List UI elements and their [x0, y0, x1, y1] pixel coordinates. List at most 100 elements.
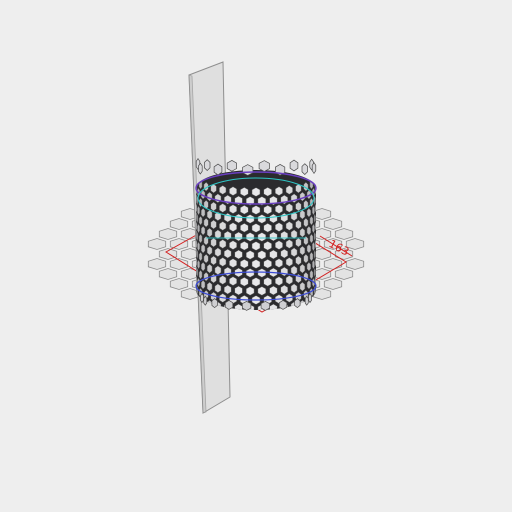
cylinder-hex-cell: [280, 266, 289, 277]
cylinder-hex-cell: [313, 249, 316, 260]
cylinder-hex-cell: [306, 243, 312, 254]
base-hex-cell: [169, 278, 189, 290]
bottom-fringe-cell: [200, 292, 204, 304]
cylinder-hex-cell: [257, 250, 267, 260]
cylinder-hex-cell: [240, 205, 249, 215]
cylinder-hex-cell: [290, 247, 298, 257]
cylinder-hex-cell: [257, 268, 267, 278]
cylinder-hex-cell: [245, 196, 255, 206]
base-hex-cell: [169, 258, 189, 270]
cylinder-hex-cell: [299, 299, 306, 310]
cylinder-hex-cell: [309, 215, 314, 226]
cylinder-hex-cell: [196, 249, 199, 260]
cylinder-hex-cell: [240, 187, 249, 197]
cylinder-hex-cell: [240, 259, 249, 269]
cylinder-hex-cell: [299, 263, 306, 274]
cylinder-hex-cell: [280, 230, 289, 241]
cylinder-hex-cell: [198, 215, 203, 226]
cylinder-hex-cell: [280, 248, 289, 259]
cylinder-hex-cell: [210, 201, 217, 212]
cylinder-hex-cell: [206, 191, 213, 202]
cylinder-hex-cell: [306, 207, 312, 218]
top-rim: [195, 171, 317, 205]
bottom-fringe-cell: [260, 301, 270, 311]
cylinder-hex-cell: [197, 241, 200, 252]
top-fringe-cell: [242, 164, 254, 176]
cylinder-hex-cell: [251, 241, 261, 251]
honeycomb-cylinder[interactable]: [192, 157, 322, 314]
cylinder-hex-cell: [295, 183, 302, 194]
cylinder-hex-cell: [290, 229, 298, 239]
cylinder-hex-cell: [210, 219, 217, 230]
cylinder-hex-cell: [257, 196, 267, 206]
cylinder-hex-cell: [312, 259, 315, 270]
cylinder-hex-cell: [206, 245, 213, 256]
bottom-fringe-cell: [242, 301, 252, 311]
cylinder-hex-cell: [275, 240, 283, 250]
bottom-rim: [195, 271, 317, 301]
cylinder-hex-cell: [203, 271, 209, 282]
cylinder-hex-cell: [314, 257, 316, 268]
base-hex-cell: [147, 258, 167, 270]
cylinder-hex-cell: [299, 227, 306, 238]
cylinder-hex-cell: [245, 286, 255, 296]
cylinder-hex-cell: [210, 183, 217, 194]
base-hex-cell: [345, 258, 365, 270]
cylinder-hex-cell: [219, 185, 227, 195]
cylinder-hex-cell: [206, 227, 213, 238]
cylinder-hex-cell: [229, 240, 237, 250]
cylinder-hex-cell: [200, 279, 206, 290]
base-hex-cell: [323, 278, 343, 290]
cylinder-hex-cell: [198, 269, 203, 280]
top-fringe-cell: [311, 161, 317, 175]
cylinder-hex-cell: [257, 232, 267, 242]
cylinder-hex-cell: [313, 231, 316, 242]
cylinder-hex-cell: [295, 255, 302, 266]
cylinder-hex-cell: [312, 241, 315, 252]
cylinder-hex-cell: [285, 221, 293, 231]
base-hex-cell: [158, 268, 178, 280]
cylinder-hex-cell: [214, 247, 222, 257]
cylinder-hex-cell: [240, 277, 249, 287]
cylinder-hex-cell: [223, 266, 232, 277]
cylinder-hex-cell: [285, 239, 293, 249]
cylinder-hex-cell: [234, 231, 243, 242]
cylinder-hex-cell: [251, 223, 261, 233]
bottom-fringe-cell: [278, 299, 288, 310]
cylinder-hex-cell: [198, 233, 203, 244]
bottom-fringe-cell: [294, 298, 301, 309]
cylinder-hex-cell: [263, 241, 272, 251]
base-hex-cell: [169, 218, 189, 230]
top-fringe-cell: [204, 159, 211, 171]
cylinder-hex-cell: [285, 275, 293, 285]
cylinder-hex-cell: [269, 303, 278, 310]
cylinder-hex-cell: [229, 276, 237, 286]
cylinder-hex-cell: [306, 261, 312, 272]
cylinder-hex-cell: [269, 213, 278, 224]
cylinder-hex-cell: [229, 222, 237, 232]
top-fringe-cell: [213, 163, 223, 176]
cylinder-hex-cell: [251, 187, 261, 197]
cylinder-hex-cell: [251, 277, 261, 287]
bottom-fringe-cell: [304, 295, 309, 306]
cylinder-hex-cell: [309, 251, 314, 262]
cylinder-hex-cell: [240, 241, 249, 251]
cylinder-hex-cell: [206, 263, 213, 274]
bottom-fringe-cell: [211, 298, 218, 309]
cylinder-hex-cell: [263, 277, 272, 287]
cylinder-hex-cell: [314, 221, 316, 232]
cylinder-hex-cell: [309, 233, 314, 244]
cylinder-hex-cell: [285, 185, 293, 195]
cylinder-hex-cell: [312, 205, 315, 216]
cylinder-hex-cell: [219, 275, 227, 285]
cylinder-hex-cell: [290, 265, 298, 275]
cylinder-hex-cell: [245, 250, 255, 260]
cylinder-hex-cell: [275, 186, 283, 196]
cylinder-hex-cell: [269, 231, 278, 242]
cylinder-hex-cell: [203, 199, 209, 210]
base-hex-cell: [345, 238, 365, 250]
cylinder-hex-cell: [269, 285, 278, 296]
cylinder-hex-cell: [240, 223, 249, 233]
